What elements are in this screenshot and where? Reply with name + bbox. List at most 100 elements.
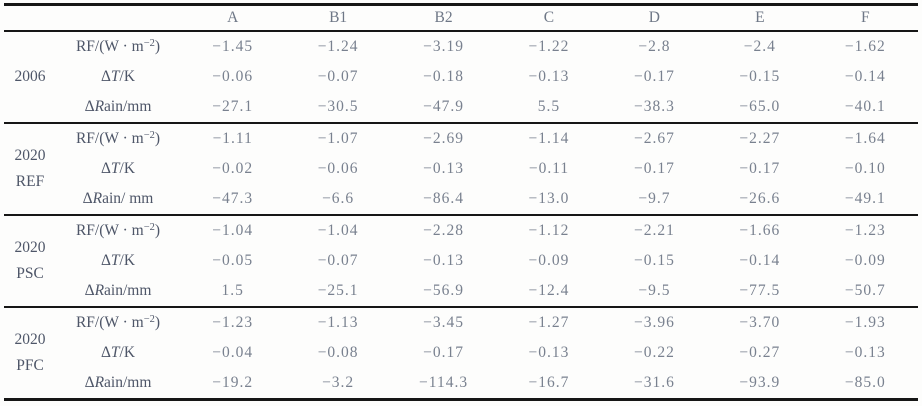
value-cell: −1.14 (528, 130, 570, 147)
metric-label-segment: R (94, 98, 105, 115)
row-group-2006: 2006 RF/(W · m−2) −1.45 −1.24 −3.19 −1.22 −2.8… (4, 31, 918, 123)
header-spacer-metric (56, 5, 180, 32)
metric-label-segment: RF/(W · m (75, 38, 144, 55)
value-cell: −93.9 (739, 374, 781, 391)
column-header-A: A (227, 9, 239, 26)
value-cell: 1.5 (221, 282, 244, 299)
value-cell: −85.0 (844, 374, 886, 391)
value-cell: −1.66 (739, 222, 781, 239)
value-cell: −26.6 (739, 190, 781, 207)
value-cell: −1.64 (844, 130, 886, 147)
metric-label-segment: ain/mm (104, 282, 152, 299)
metric-label-segment: Δ (82, 190, 93, 207)
value-cell: −65.0 (739, 98, 781, 115)
table-row: ΔRain/mm 1.5 −25.1 −56.9 −12.4 −9.5 −77.5 −50.7 (4, 276, 918, 307)
value-cell: −77.5 (739, 282, 781, 299)
value-cell: −3.70 (739, 314, 781, 331)
table-row: ΔRain/ mm −47.3 −6.6 −86.4 −13.0 −9.7 −26.6 −49… (4, 184, 918, 215)
metric-label-segment: −2 (143, 222, 155, 233)
value-cell: −50.7 (844, 282, 886, 299)
column-header-B2: B2 (434, 9, 453, 26)
metric-label: RF/(W · m−2) (56, 123, 180, 154)
table-row: 2020 PSC RF/(W · m−2) −1.04 −1.04 −2.28 −1.12 −… (4, 215, 918, 282)
table-row: ΔRain/mm −19.2 −3.2 −114.3 −16.7 −31.6 −93.9 −8… (4, 368, 918, 400)
metric-label: ΔRain/ mm (56, 184, 180, 215)
table-row: 2020 PFC RF/(W · m−2) −1.23 −1.13 −3.45 −1.27 −… (4, 307, 918, 374)
metric-label-segment: /K (119, 68, 136, 85)
row-group-2020-REF: 2020 REF RF/(W · m−2) −1.11 −1.07 −2.69 −1.14 −… (4, 123, 918, 215)
value-cell: −114.3 (419, 374, 469, 391)
value-cell: −1.27 (528, 314, 570, 331)
value-cell: −1.24 (317, 38, 359, 55)
value-cell: 5.5 (537, 98, 561, 115)
column-header-D: D (648, 9, 660, 26)
value-cell: −0.17 (633, 160, 675, 177)
metric-label: ΔRain/mm (56, 92, 180, 123)
value-cell: −86.4 (423, 190, 464, 207)
value-cell: −0.10 (844, 160, 886, 177)
scenario-results-table: A B1 B2 C D E F 2006 RF/(W · m−2) −1.45 −1.24 −3.1… (4, 3, 918, 401)
group-label: 2020 PFC (4, 307, 56, 400)
metric-label-segment: Δ (84, 98, 95, 115)
row-group-2020-PSC: 2020 PSC RF/(W · m−2) −1.04 −1.04 −2.28 −1.12 −… (4, 215, 918, 307)
value-cell: −13.0 (528, 190, 570, 207)
table-row: ΔT/K −0.04 −0.08 −0.17 −0.13 −0.22 −0.27 −0.13 (4, 338, 918, 368)
metric-label-segment: R (94, 374, 105, 391)
value-cell: −3.19 (423, 38, 464, 55)
value-cell: −56.9 (423, 282, 464, 299)
value-cell: −0.15 (633, 252, 675, 269)
group-label: 2020 REF (4, 123, 56, 215)
table-row: ΔT/K −0.05 −0.07 −0.13 −0.09 −0.15 −0.14 −0.09 (4, 246, 918, 276)
value-cell: −0.17 (739, 160, 781, 177)
value-cell: −9.7 (638, 190, 671, 207)
group-label: 2006 (4, 31, 56, 123)
value-cell: −16.7 (528, 374, 570, 391)
value-cell: −3.96 (633, 314, 675, 331)
row-group-2020-PFC: 2020 PFC RF/(W · m−2) −1.23 −1.13 −3.45 −1.27 −… (4, 307, 918, 400)
metric-label-segment: T (110, 252, 120, 269)
value-cell: −0.05 (212, 252, 254, 269)
metric-label-segment: R (92, 190, 103, 207)
group-label-line: 2020 (14, 239, 46, 256)
metric-label-segment: /K (119, 160, 136, 177)
metric-label-segment: Δ (84, 282, 95, 299)
value-cell: −1.45 (212, 38, 254, 55)
metric-label-segment: R (94, 282, 105, 299)
group-label-line: PSC (16, 265, 44, 282)
value-cell: −0.13 (423, 160, 464, 177)
value-cell: −38.3 (633, 98, 675, 115)
metric-label-segment: ain/ mm (102, 190, 154, 207)
value-cell: −0.04 (212, 344, 254, 361)
value-cell: −47.3 (212, 190, 254, 207)
group-label-line: REF (15, 173, 45, 190)
metric-label: ΔT/K (56, 62, 180, 92)
value-cell: −1.04 (212, 222, 254, 239)
metric-label: ΔT/K (56, 338, 180, 368)
value-cell: −0.13 (528, 344, 570, 361)
value-cell: −2.28 (423, 222, 464, 239)
value-cell: −0.22 (633, 344, 675, 361)
value-cell: −1.93 (844, 314, 886, 331)
metric-label-segment: ) (154, 38, 161, 55)
metric-label: ΔT/K (56, 246, 180, 276)
value-cell: −0.13 (528, 68, 570, 85)
value-cell: −0.15 (739, 68, 781, 85)
value-cell: −0.08 (317, 344, 359, 361)
metric-label-segment: RF/(W · m (75, 314, 144, 331)
metric-label: RF/(W · m−2) (56, 31, 180, 62)
group-label-line: 2006 (14, 68, 46, 85)
group-label-line: 2020 (14, 331, 46, 348)
metric-label-segment: −2 (143, 130, 155, 141)
value-cell: −3.2 (322, 374, 355, 391)
value-cell: −0.06 (317, 160, 359, 177)
value-cell: −0.09 (528, 252, 570, 269)
value-cell: −1.04 (317, 222, 359, 239)
metric-label: ΔRain/mm (56, 368, 180, 400)
metric-label-segment: Δ (100, 344, 111, 361)
metric-label-segment: ain/mm (104, 98, 152, 115)
value-cell: −0.27 (739, 344, 781, 361)
value-cell: −0.11 (528, 160, 570, 177)
value-cell: −31.6 (633, 374, 675, 391)
column-header-E: E (755, 9, 765, 26)
